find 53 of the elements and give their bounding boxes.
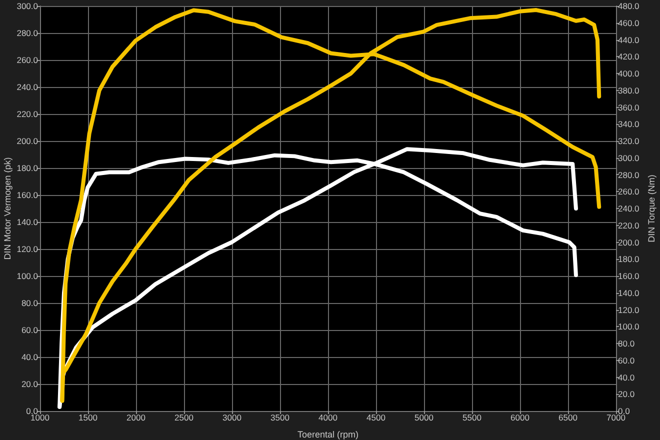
y-tick-label: 120.0 [16,244,38,254]
x-axis-title: Toerental (rpm) [297,430,359,440]
y-tick-label: 180.0 [16,163,38,173]
x-tick-label: 6000 [510,412,530,422]
y2-tick-label: 220.0 [618,220,640,230]
y2-tick-label: 180.0 [618,254,640,264]
y2-tick-label: 160.0 [618,271,640,281]
y2-tick-label: 280.0 [618,170,640,180]
y-axis-title: DIN Motor Vermogen (pk) [2,157,12,260]
y2-tick-label: 60.0 [618,355,635,366]
y2-tick-label: 100.0 [618,322,640,332]
x-tick-label: 5000 [414,412,434,422]
y2-tick-label: 120.0 [618,304,640,315]
y2-tick-label: 400.0 [618,68,640,78]
y2-tick-label: 300.0 [618,152,640,163]
y-tick-label: 300.0 [16,1,38,11]
y-tick-label: 260.0 [16,55,38,65]
y2-tick-label: 340.0 [618,119,640,130]
y-tick-label: 100.0 [16,271,38,281]
y-tick-label: 20.0 [21,379,38,389]
x-tick-label: 2500 [174,412,194,422]
x-tick-label: 4500 [366,412,386,422]
y2-tick-label: 200.0 [618,237,640,248]
y2-tick-label: 40.0 [618,372,635,382]
x-tick-label: 2000 [126,412,146,422]
y-tick-label: 280.0 [16,28,38,38]
y-tick-label: 140.0 [16,217,38,227]
y2-tick-label: 20.0 [618,389,635,400]
x-tick-label: 5500 [462,412,482,422]
y2-tick-label: 380.0 [618,85,640,96]
y2-tick-label: 440.0 [618,34,640,45]
y2-tick-label: 420.0 [618,52,640,62]
x-tick-label: 4000 [318,412,338,422]
y2-axis-title: DIN Torque (Nm) [646,174,656,242]
x-tick-label: 1500 [78,412,98,422]
y2-tick-label: 480.0 [618,1,640,11]
y2-tick-label: 360.0 [618,102,640,112]
y2-tick-label: 80.0 [618,338,635,348]
y2-tick-label: 240.0 [618,204,640,214]
x-tick-label: 6500 [558,412,578,422]
y2-tick-label: 140.0 [618,288,640,298]
y2-tick-label: 260.0 [618,186,640,197]
y-tick-label: 200.0 [16,136,38,146]
y2-tick-label: 460.0 [618,18,640,28]
y-tick-label: 160.0 [16,190,38,200]
y-tick-label: 220.0 [16,109,38,119]
y-tick-label: 240.0 [16,82,38,92]
y-tick-label: 40.0 [21,352,38,362]
x-tick-label: 3500 [270,412,290,422]
x-tick-label: 3000 [222,412,242,422]
y-tick-label: 60.0 [21,325,38,335]
y-tick-label: 80.0 [21,298,38,308]
y2-tick-label: 320.0 [618,136,640,146]
